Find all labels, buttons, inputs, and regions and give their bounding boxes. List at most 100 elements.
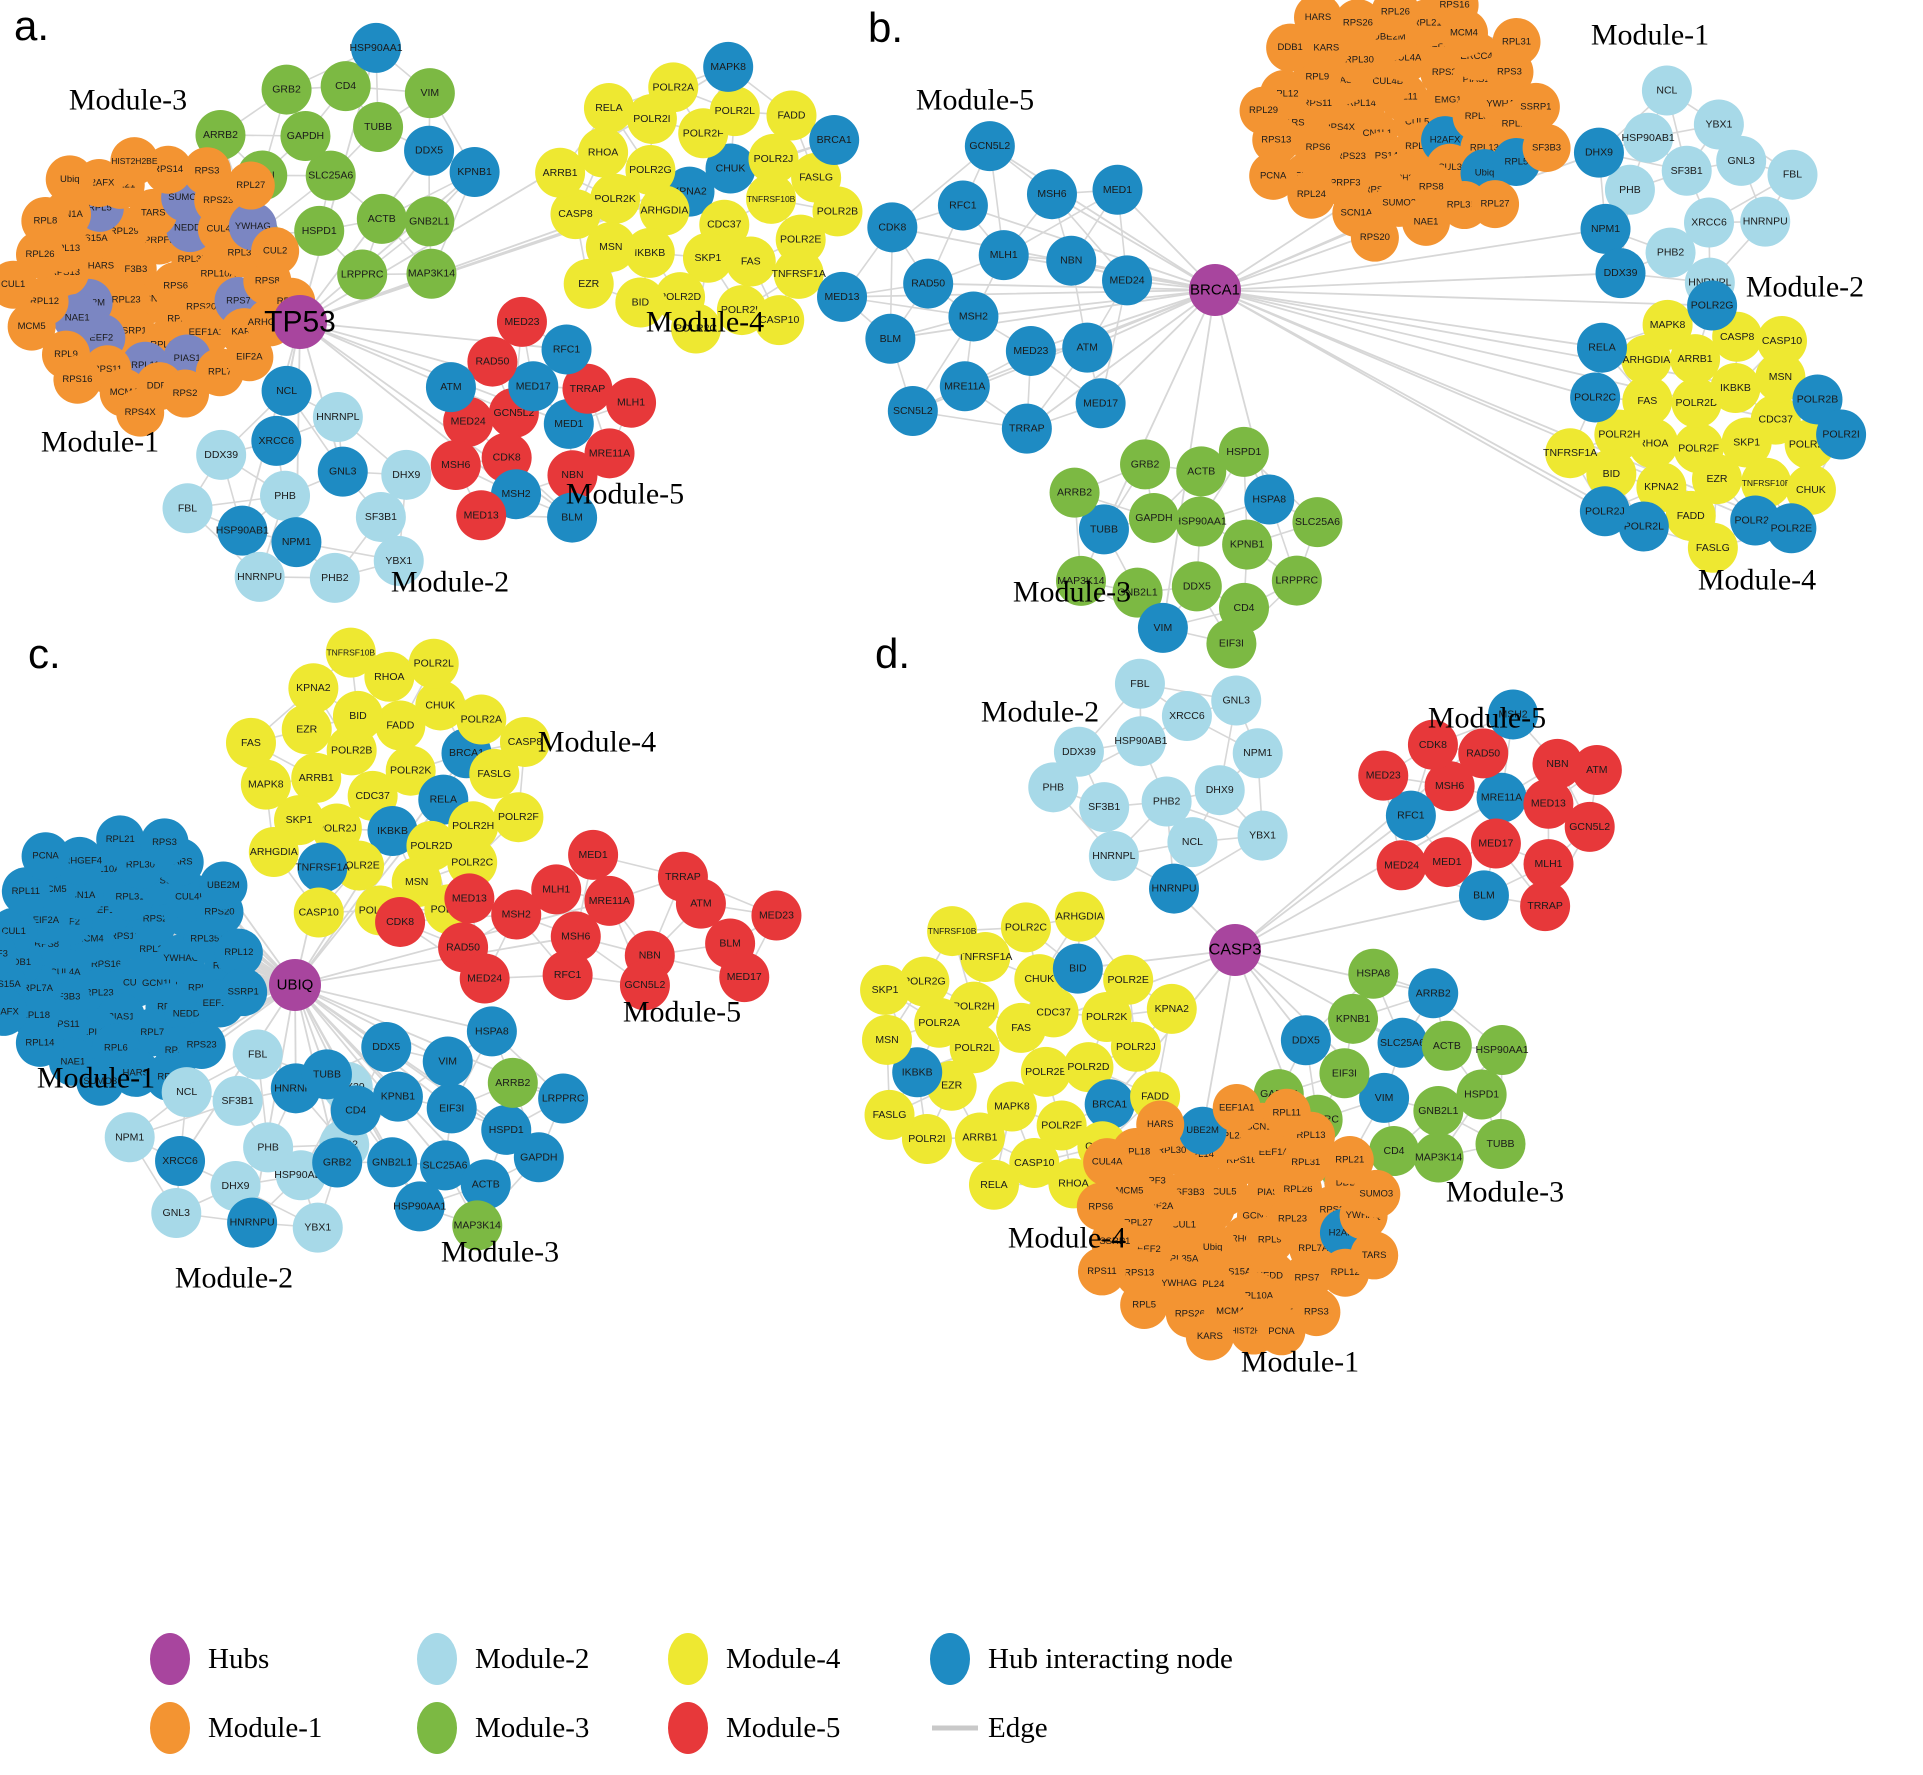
node-KPNA2[interactable]: KPNA2 [1146,983,1197,1034]
node-TARS[interactable]: TARS [1350,1231,1399,1280]
node-PHB2[interactable]: PHB2 [309,552,360,603]
node-GNB2L1[interactable]: GNB2L1 [1112,567,1163,618]
node-GNB2L1[interactable]: GNB2L1 [404,196,455,247]
node-CUL1[interactable]: CUL1 [0,260,38,309]
node-PCNA[interactable]: PCNA [21,832,70,881]
node-MED23[interactable]: MED23 [496,296,547,347]
node-EEF1A1[interactable]: EEF1A1 [1212,1083,1261,1132]
node-SSRP1[interactable]: SSRP1 [1511,82,1560,131]
node-ARRB1[interactable]: ARRB1 [954,1112,1005,1163]
node-H2AFX[interactable]: H2AFX [0,987,28,1036]
node-YBX1[interactable]: YBX1 [1693,99,1744,150]
node-BRCA1[interactable]: BRCA1 [809,115,860,166]
node-DHX9[interactable]: DHX9 [1573,127,1624,178]
node-SLC25A6[interactable]: SLC25A6 [305,150,356,201]
node-HSP90AA1[interactable]: HSP90AA1 [1174,496,1227,547]
node-RPS3[interactable]: RPS3 [140,818,189,867]
node-ARHGDIA[interactable]: ARHGDIA [248,827,299,878]
node-RPL29[interactable]: RPL29 [1239,86,1288,135]
node-POLR2C[interactable]: POLR2C [1000,902,1051,953]
node-HNRNPL[interactable]: HNRNPL [312,392,363,443]
node-TNFRSF10B[interactable]: TNFRSF10B [746,173,797,224]
node-BRCA1[interactable]: BRCA1 [1084,1079,1135,1130]
node-POLR2I[interactable]: POLR2I [1816,409,1867,460]
node-POLR2J[interactable]: POLR2J [1110,1021,1161,1072]
node-LRPPRC[interactable]: LRPPRC [337,249,388,300]
node-GAPDH[interactable]: GAPDH [513,1132,564,1183]
node-NBN[interactable]: NBN [1532,738,1583,789]
node-BLM[interactable]: BLM [865,313,916,364]
node-EIF2A[interactable]: EIF2A [225,333,274,382]
node-CASP10[interactable]: CASP10 [293,887,344,938]
node-DDX5[interactable]: DDX5 [404,125,455,176]
node-ATM[interactable]: ATM [425,362,476,413]
node-RPL27[interactable]: RPL27 [226,161,275,210]
node-RPS4X[interactable]: RPS4X [116,388,165,437]
node-RPL12[interactable]: RPL12 [214,928,263,977]
node-SUMO3[interactable]: SUMO3 [1352,1169,1401,1218]
node-HNRNPU[interactable]: HNRNPU [234,551,285,602]
node-RAD50[interactable]: RAD50 [467,336,518,387]
node-IKBKB[interactable]: IKBKB [1710,363,1761,414]
node-MCM5[interactable]: MCM5 [7,302,56,351]
node-RFC1[interactable]: RFC1 [937,180,988,231]
node-MRE11A[interactable]: MRE11A [1476,772,1527,823]
node-CDK8[interactable]: CDK8 [867,202,918,253]
node-EIF3I[interactable]: EIF3I [1319,1048,1370,1099]
node-GRB2[interactable]: GRB2 [312,1137,363,1188]
node-RPL21[interactable]: RPL21 [1325,1136,1374,1185]
node-CDK8[interactable]: CDK8 [1407,719,1458,770]
node-RPS2[interactable]: RPS2 [161,369,210,418]
node-TNFRSF1A[interactable]: TNFRSF1A [772,248,826,299]
node-VIM[interactable]: VIM [1359,1072,1410,1123]
node-TRRAP[interactable]: TRRAP [1001,403,1052,454]
node-IKBKB[interactable]: IKBKB [367,806,418,857]
node-DHX9[interactable]: DHX9 [381,449,432,500]
node-NPM1[interactable]: NPM1 [271,517,322,568]
node-TRRAP[interactable]: TRRAP [1520,881,1571,932]
node-BID[interactable]: BID [615,277,666,328]
node-POLR2E[interactable]: POLR2E [334,840,385,891]
node-HNRNPL[interactable]: HNRNPL [1088,830,1139,881]
node-EZR[interactable]: EZR [563,258,614,309]
node-RFC1[interactable]: RFC1 [1385,790,1436,841]
node-MED13[interactable]: MED13 [456,490,507,541]
node-GCN5L2[interactable]: GCN5L2 [619,960,670,1011]
node-ARRB2[interactable]: ARRB2 [487,1057,538,1108]
node-POLR2A[interactable]: POLR2A [914,997,965,1048]
node-GNL3[interactable]: GNL3 [317,446,368,497]
node-MSH6[interactable]: MSH6 [1424,761,1475,812]
node-GRB2[interactable]: GRB2 [1120,439,1171,490]
node-CASP8[interactable]: CASP8 [550,189,601,240]
node-DDX5[interactable]: DDX5 [361,1022,412,1073]
node-GAPDH[interactable]: GAPDH [280,110,331,161]
node-MLH1[interactable]: MLH1 [606,377,657,428]
node-UBE2M[interactable]: UBE2M [199,861,248,910]
node-POLR2B[interactable]: POLR2B [1792,374,1843,425]
node-PCNA[interactable]: PCNA [1249,151,1298,200]
node-Ubiq[interactable]: Ubiq [45,155,94,204]
node-MED17[interactable]: MED17 [1470,818,1521,869]
node-RPS3[interactable]: RPS3 [1292,1288,1341,1337]
node-CHUK[interactable]: CHUK [1014,954,1065,1005]
node-SLC25A6[interactable]: SLC25A6 [1377,1017,1428,1068]
hub-CASP3[interactable]: CASP3 [1209,924,1262,976]
node-KPNA2[interactable]: KPNA2 [288,663,339,714]
node-NCL[interactable]: NCL [1641,65,1692,116]
node-FASLG[interactable]: FASLG [1687,522,1738,573]
node-PHB[interactable]: PHB [1028,762,1079,813]
node-CD4[interactable]: CD4 [330,1085,381,1136]
node-MED13[interactable]: MED13 [444,873,495,924]
node-RPL8[interactable]: RPL8 [21,196,70,245]
node-HNRNPU[interactable]: HNRNPU [1740,196,1791,247]
node-ARHGDIA[interactable]: ARHGDIA [1054,891,1105,942]
node-RPL31[interactable]: RPL31 [1492,17,1541,66]
node-HSP90AB1[interactable]: HSP90AB1 [1114,716,1168,767]
node-HSPA8[interactable]: HSPA8 [466,1006,517,1057]
node-VIM[interactable]: VIM [1137,602,1188,653]
node-ARRB1[interactable]: ARRB1 [291,752,342,803]
hub-UBIQ[interactable]: UBIQ [269,959,321,1011]
node-HSPD1[interactable]: HSPD1 [294,205,345,256]
node-RELA[interactable]: RELA [968,1159,1019,1210]
node-CD4[interactable]: CD4 [1369,1126,1420,1177]
